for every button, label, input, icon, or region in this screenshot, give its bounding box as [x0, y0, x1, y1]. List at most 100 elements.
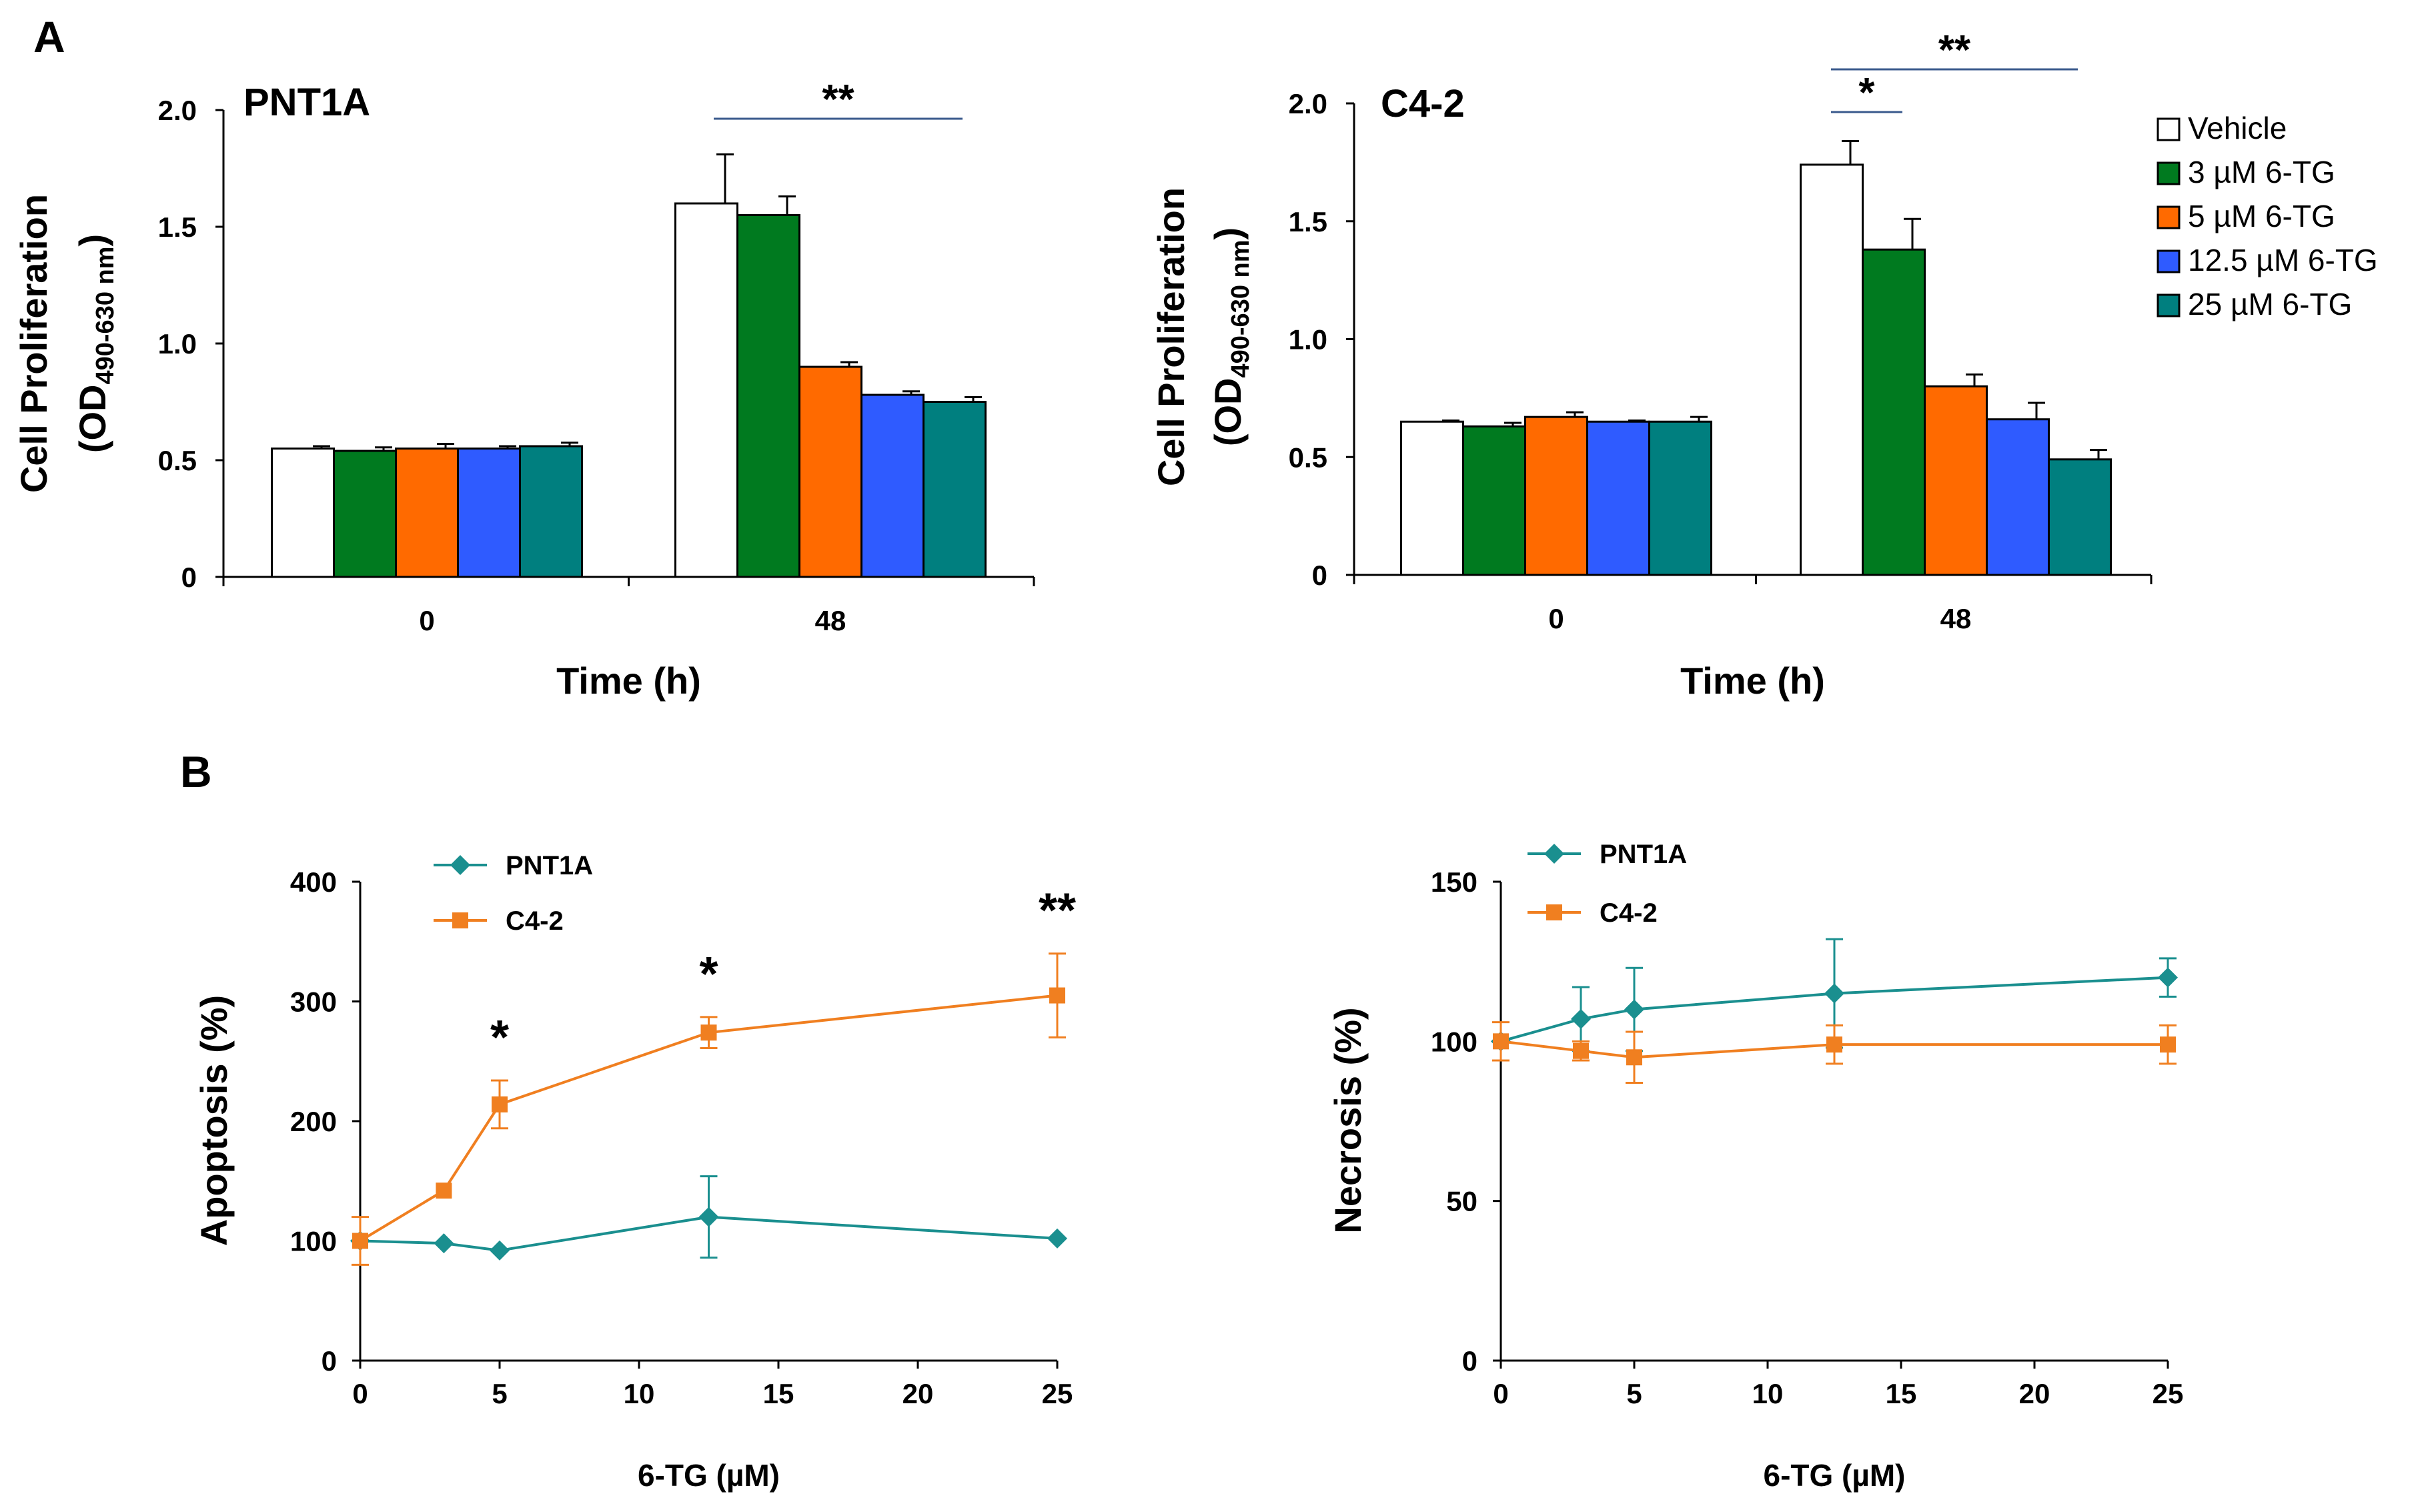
bar-25-m-6-tg-48 [923, 401, 987, 578]
bar-25-m-6-tg-0 [1648, 420, 1712, 576]
y-tick-label: 400 [290, 866, 337, 898]
data-point-c4-2 [2160, 1036, 2176, 1053]
y-tick-label: 1.0 [1289, 324, 1327, 355]
data-point-c4-2 [1049, 987, 1065, 1004]
legend-swatch-3-m-6-tg [2157, 161, 2181, 185]
y-tick-label: 0.5 [158, 445, 197, 476]
data-point-pnt1a [434, 1233, 454, 1254]
legend-label-pnt1a: PNT1A [1600, 840, 1687, 869]
y-label-close: ) [71, 234, 113, 247]
y-tick-label: 1.0 [158, 328, 197, 359]
data-point-pnt1a [2158, 967, 2178, 988]
legend-label-12-5-m-6-tg: 12.5 µM 6-TG [2188, 243, 2378, 277]
pnt1a-proliferation-chart: PNT1A 0 0.5 1.0 1.5 2.0 0 48 ** Cell Proliferatio… [13, 77, 1035, 702]
x-axis-label: 6-TG (µM) [638, 1458, 780, 1493]
y-tick-label: 0 [1312, 560, 1327, 591]
x-tick-label: 5 [1626, 1378, 1642, 1409]
y-tick-label: 2.0 [1289, 88, 1327, 119]
bar-5-m-6-tg-48 [798, 365, 862, 578]
y-tick-label: 300 [290, 986, 337, 1018]
y-axis-label: Cell Proliferation [13, 194, 55, 493]
legend-marker-pnt1a [1544, 844, 1564, 864]
legend-label-25-m-6-tg: 25 µM 6-TG [2188, 287, 2352, 321]
x-tick-label-0: 0 [419, 605, 434, 636]
y-tick-label: 2.0 [158, 95, 197, 126]
bar-3-m-6-tg-0 [333, 450, 397, 578]
data-point-c4-2 [1493, 1033, 1509, 1050]
bar-12-5-m-6-tg-0 [457, 448, 521, 578]
bar-12-5-m-6-tg-48 [860, 394, 925, 578]
chart-title: PNT1A [243, 81, 370, 124]
bar-25-m-6-tg-48 [2048, 458, 2112, 576]
y-tick-label: 0.5 [1289, 442, 1327, 473]
necrosis-chart: 0 50 100 150 0 5 10 15 20 25 PNT1A C4-2 Necrosis (%)… [1327, 840, 2183, 1493]
legend-label-pnt1a: PNT1A [506, 851, 593, 880]
y-tick-label: 1.5 [1289, 206, 1327, 237]
legend-label-c4-2: C4-2 [1600, 898, 1658, 928]
y-axis-label: Necrosis (%) [1327, 1007, 1369, 1233]
y-axis-label: Apoptosis (%) [193, 995, 235, 1246]
y-tick-label: 50 [1446, 1186, 1477, 1217]
x-tick-label: 10 [1752, 1378, 1784, 1409]
legend-swatch-vehicle [2157, 117, 2181, 141]
y-label-close: ) [1207, 227, 1249, 240]
c42-proliferation-chart: C4-200.51.01.52.00 48***Cell Proliferatio… [1150, 27, 2378, 702]
legend-swatch-5-m-6-tg [2157, 205, 2181, 229]
data-point-c4-2 [1626, 1049, 1642, 1066]
bar-vehicle-0 [271, 448, 335, 578]
y-tick-label: 100 [1431, 1026, 1477, 1057]
bar-3-m-6-tg-0 [1462, 425, 1526, 576]
bar-vehicle-48 [674, 202, 738, 578]
y-axis-label: Cell Proliferation [1150, 187, 1192, 486]
x-tick-label-48: 48 [1940, 603, 1972, 634]
x-tick-label: 20 [902, 1378, 934, 1409]
panel-label-b: B [180, 747, 212, 796]
bar-12-5-m-6-tg-48 [1986, 418, 2050, 576]
data-point-pnt1a [1824, 983, 1844, 1004]
significance-marker: ** [1039, 884, 1076, 938]
x-tick-label: 0 [1493, 1378, 1508, 1409]
x-tick-label: 10 [624, 1378, 655, 1409]
y-label-wavelength: 490-630 nm [1227, 239, 1255, 377]
y-label-od: (OD [1207, 378, 1249, 447]
x-tick-label: 0 [352, 1378, 368, 1409]
x-tick-label-48: 48 [815, 605, 846, 636]
y-tick-label: 0 [1462, 1345, 1477, 1377]
x-tick-label-0: 0 [1548, 603, 1564, 634]
legend-marker-c4-2 [1546, 904, 1562, 920]
legend-label-c4-2: C4-2 [506, 906, 564, 936]
chart-title: C4-2 [1381, 82, 1465, 125]
significance-marker: ** [822, 77, 854, 123]
x-axis-label: Time (h) [556, 660, 701, 702]
y-tick-label: 0 [322, 1345, 337, 1377]
y-label-wavelength: 490-630 nm [91, 246, 119, 384]
x-tick-label: 15 [1886, 1378, 1917, 1409]
y-label-od: (OD [71, 385, 113, 454]
y-axis-label-units: (OD490-630 nm) [1207, 227, 1255, 446]
bar-12-5-m-6-tg-0 [1586, 420, 1650, 576]
data-point-c4-2 [352, 1233, 368, 1249]
legend-marker-pnt1a [450, 855, 470, 875]
legend-label-3-m-6-tg: 3 µM 6-TG [2188, 155, 2335, 189]
x-tick-label: 25 [2153, 1378, 2184, 1409]
bar-5-m-6-tg-0 [1524, 416, 1588, 576]
y-axis-label-units: (OD490-630 nm) [71, 234, 119, 453]
bar-25-m-6-tg-0 [519, 445, 583, 578]
legend-label-vehicle: Vehicle [2188, 111, 2287, 145]
y-tick-label: 100 [290, 1226, 337, 1257]
bar-3-m-6-tg-48 [1862, 248, 1926, 576]
legend-swatch-25-m-6-tg [2157, 293, 2181, 317]
data-point-c4-2 [436, 1183, 452, 1199]
bar-vehicle-0 [1400, 420, 1464, 576]
bar-5-m-6-tg-0 [395, 448, 459, 578]
y-tick-label: 200 [290, 1106, 337, 1137]
legend-marker-c4-2 [452, 912, 468, 928]
bar-3-m-6-tg-48 [736, 214, 800, 578]
x-tick-label: 15 [763, 1378, 794, 1409]
x-tick-label: 25 [1042, 1378, 1073, 1409]
x-axis-label: 6-TG (µM) [1763, 1458, 1905, 1493]
data-point-pnt1a [1571, 1008, 1591, 1029]
data-point-pnt1a [490, 1240, 510, 1261]
